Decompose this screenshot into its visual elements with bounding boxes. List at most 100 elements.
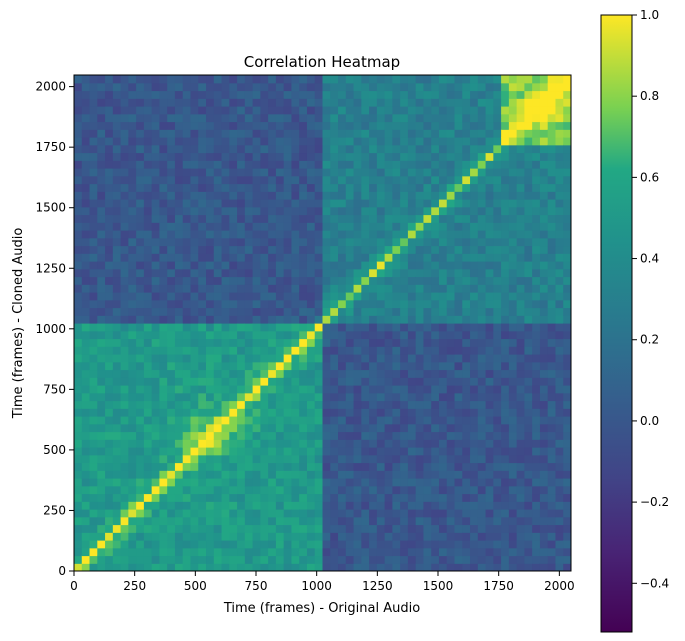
heatmap-cell <box>213 284 223 293</box>
heatmap-cell <box>268 462 277 471</box>
heatmap-cell <box>376 532 386 541</box>
heatmap-cell <box>470 361 479 371</box>
heatmap-cell <box>555 431 564 440</box>
heatmap-cell <box>206 175 215 185</box>
heatmap-cell <box>89 454 98 464</box>
heatmap-cell <box>493 82 502 92</box>
heatmap-cell <box>508 175 518 185</box>
heatmap-cell <box>143 199 153 208</box>
heatmap-cell <box>229 230 238 239</box>
heatmap-cell <box>143 338 153 347</box>
heatmap-cell <box>477 478 487 487</box>
heatmap-cell <box>105 268 114 278</box>
heatmap-cell <box>143 377 153 386</box>
heatmap-cell <box>384 431 393 440</box>
heatmap-cell <box>438 478 448 487</box>
heatmap-cell <box>524 206 533 216</box>
heatmap-cell <box>361 354 370 363</box>
heatmap-cell <box>237 462 246 471</box>
heatmap-cell <box>275 392 285 402</box>
heatmap-cell <box>524 75 533 84</box>
heatmap-cell <box>462 493 471 502</box>
heatmap-cell <box>206 121 215 130</box>
heatmap-cell <box>206 183 215 192</box>
heatmap-cell <box>74 315 83 324</box>
heatmap-cell <box>438 214 448 223</box>
heatmap-cell <box>105 144 114 154</box>
heatmap-cell <box>470 268 479 278</box>
heatmap-cell <box>501 516 510 526</box>
heatmap-cell <box>361 462 370 471</box>
heatmap-cell <box>237 454 246 464</box>
heatmap-cell <box>369 369 378 378</box>
heatmap-cell <box>438 509 448 518</box>
heatmap-cell <box>369 416 378 425</box>
heatmap-cell <box>470 439 479 448</box>
heatmap-cell <box>524 152 533 161</box>
heatmap-cell <box>524 447 533 456</box>
heatmap-cell <box>136 408 145 417</box>
heatmap-cell <box>485 199 494 208</box>
heatmap-cell <box>431 493 440 502</box>
heatmap-cell <box>260 439 269 448</box>
heatmap-cell <box>516 315 526 324</box>
heatmap-cell <box>400 361 409 371</box>
heatmap-cell <box>260 113 269 123</box>
heatmap-cell <box>213 493 223 502</box>
heatmap-cell <box>338 121 347 130</box>
heatmap-cell <box>151 385 161 394</box>
heatmap-cell <box>252 361 261 371</box>
heatmap-cell <box>431 516 440 526</box>
heatmap-cell <box>105 129 114 138</box>
heatmap-cell <box>167 493 176 502</box>
heatmap-cell <box>143 183 153 192</box>
heatmap-cell <box>493 454 502 464</box>
heatmap-cell <box>213 547 223 557</box>
heatmap-cell <box>291 261 300 270</box>
heatmap-cell <box>539 160 549 169</box>
heatmap-cell <box>493 408 502 417</box>
heatmap-cell <box>190 183 199 192</box>
colorbar-ticks: −0.4−0.20.00.20.40.60.81.0 <box>632 8 669 590</box>
heatmap-cell <box>555 191 564 200</box>
heatmap-cell <box>275 416 285 425</box>
heatmap-cell <box>221 377 230 386</box>
heatmap-cell <box>306 268 316 278</box>
heatmap-cell <box>501 144 510 154</box>
heatmap-cell <box>151 524 161 533</box>
heatmap-cell <box>547 361 557 371</box>
heatmap-cell <box>438 516 448 526</box>
heatmap-cell <box>120 191 129 200</box>
heatmap-cell <box>306 462 316 471</box>
heatmap-cell <box>407 82 417 92</box>
heatmap-cell <box>353 478 362 487</box>
heatmap-cell <box>446 563 456 571</box>
heatmap-cell <box>128 113 137 123</box>
heatmap-cell <box>361 400 370 409</box>
heatmap-cell <box>516 113 526 123</box>
heatmap-cell <box>252 175 261 185</box>
heatmap-cell <box>159 400 168 409</box>
heatmap-cell <box>74 431 83 440</box>
heatmap-cell <box>400 431 409 440</box>
heatmap-cell <box>353 268 362 278</box>
heatmap-cell <box>275 121 285 130</box>
heatmap-cell <box>532 253 541 262</box>
heatmap-cell <box>275 361 285 371</box>
heatmap-cell <box>470 423 479 433</box>
heatmap-cell <box>400 346 409 355</box>
heatmap-cell <box>120 315 129 324</box>
heatmap-cell <box>493 253 502 262</box>
heatmap-cell <box>376 98 386 107</box>
heatmap-cell <box>213 237 223 247</box>
heatmap-cell <box>532 237 541 247</box>
heatmap-cell <box>532 90 541 99</box>
heatmap-cell <box>244 183 254 192</box>
heatmap-cell <box>283 439 293 448</box>
heatmap-cell <box>291 90 300 99</box>
heatmap-cell <box>462 509 471 518</box>
heatmap-cell <box>120 532 129 541</box>
heatmap-cell <box>151 160 161 169</box>
heatmap-cell <box>446 385 456 394</box>
heatmap-cell <box>81 144 91 154</box>
